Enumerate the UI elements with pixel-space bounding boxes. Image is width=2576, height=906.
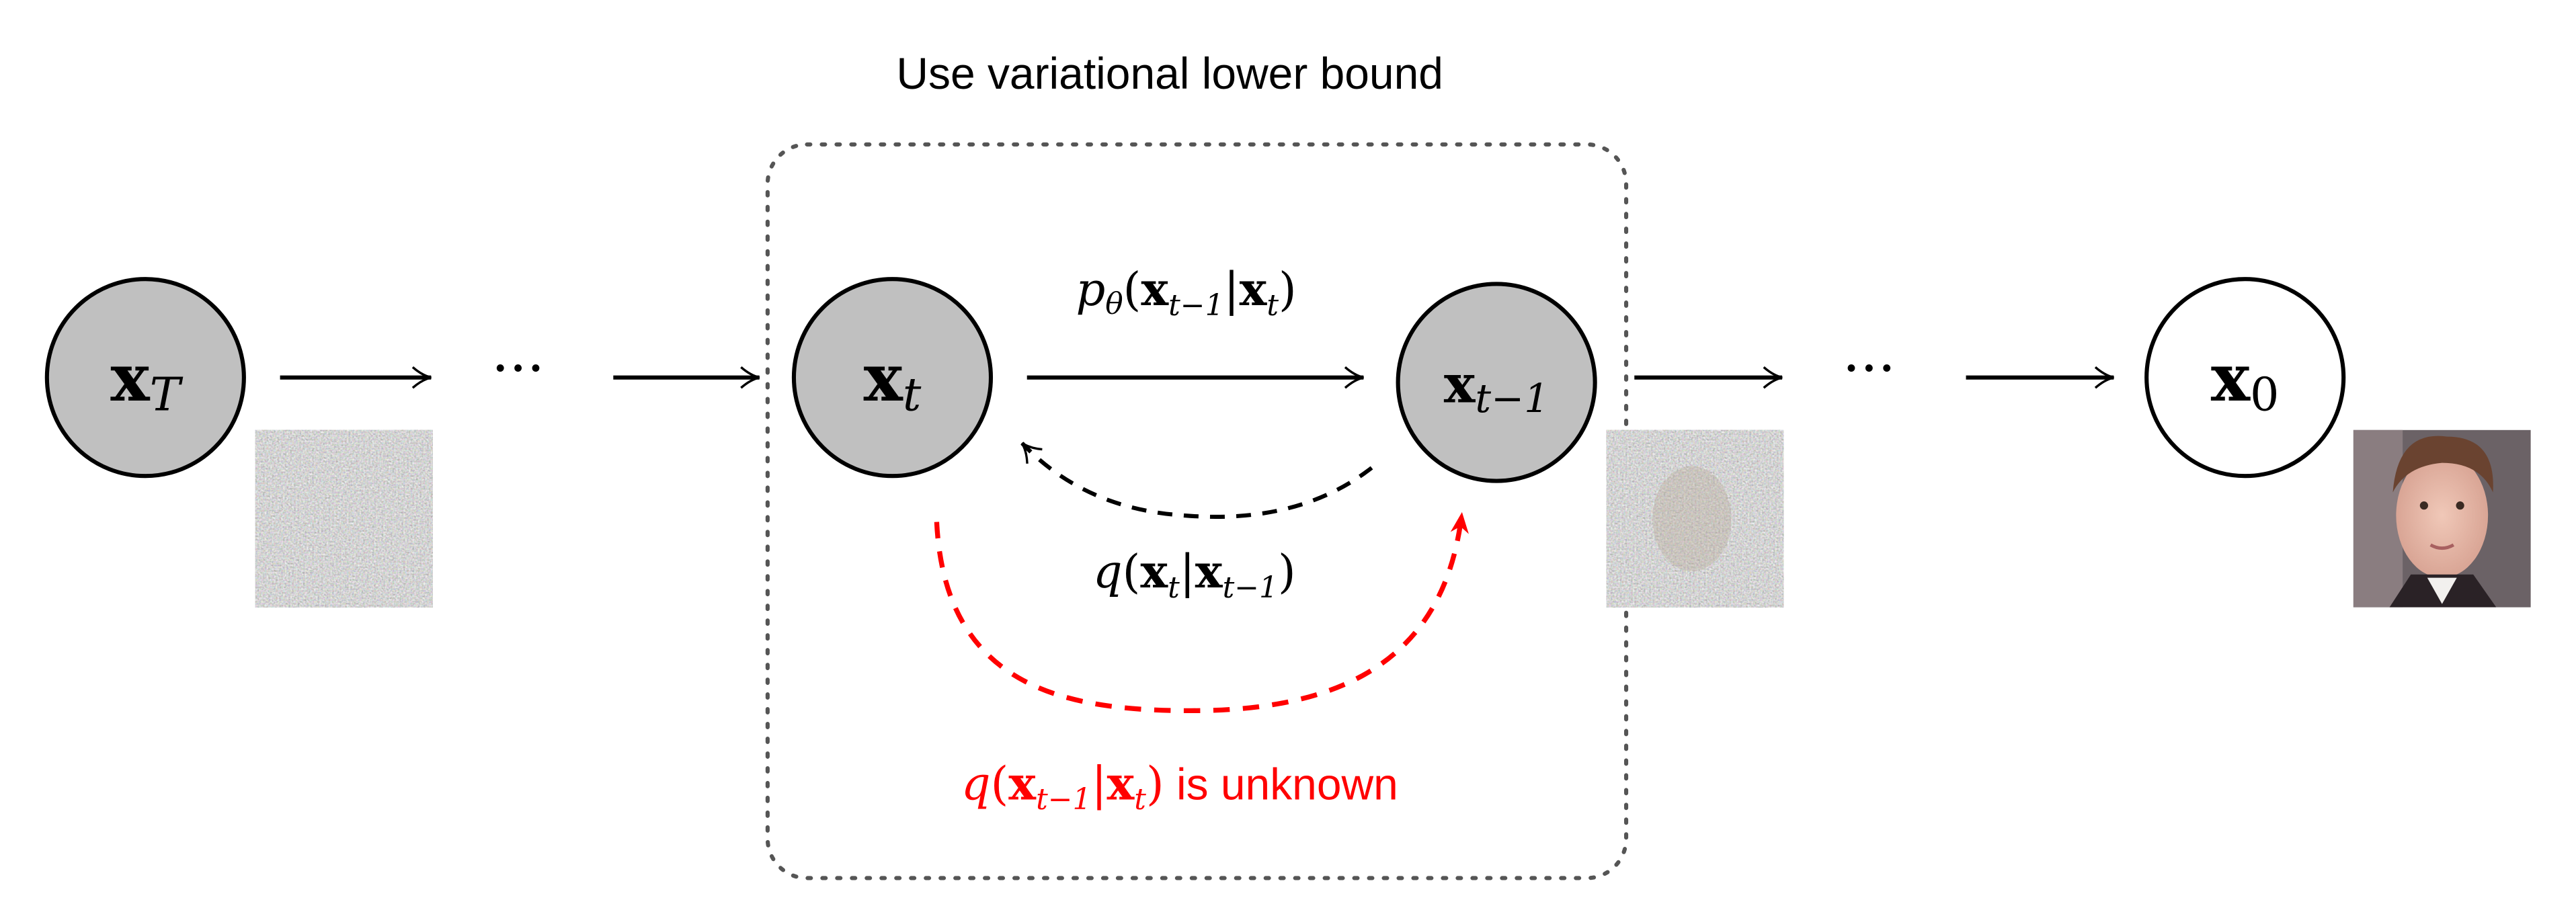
forward-process-dashed-arrow	[1020, 442, 1373, 519]
node-x-t: xt	[791, 277, 994, 479]
unknown-posterior-label: q(xt−1|xt) is unknown	[961, 757, 1398, 817]
ellipsis-left: ···	[491, 335, 545, 401]
ellipsis-right: ···	[1843, 335, 1896, 401]
svg-text:xt: xt	[864, 339, 922, 422]
node-x-T: xT	[44, 277, 246, 479]
noisy-face-image	[1606, 429, 1784, 608]
diagram-title: Use variational lower bound	[896, 48, 1443, 98]
svg-text:x0: x0	[2211, 339, 2280, 422]
unknown-posterior-dashed-arrow	[934, 511, 1469, 714]
node-x-t-minus-1: xt−1	[1396, 282, 1597, 483]
svg-text:xt−1: xt−1	[1444, 354, 1549, 421]
reverse-process-label: pθ(xt−1|xt)	[1076, 263, 1296, 323]
forward-process-label: q(xt|xt−1)	[1093, 545, 1296, 605]
svg-text:xT: xT	[110, 339, 183, 422]
node-x-0: x0	[2144, 277, 2346, 479]
pure-noise-image	[255, 429, 433, 608]
face-image	[2353, 429, 2531, 608]
